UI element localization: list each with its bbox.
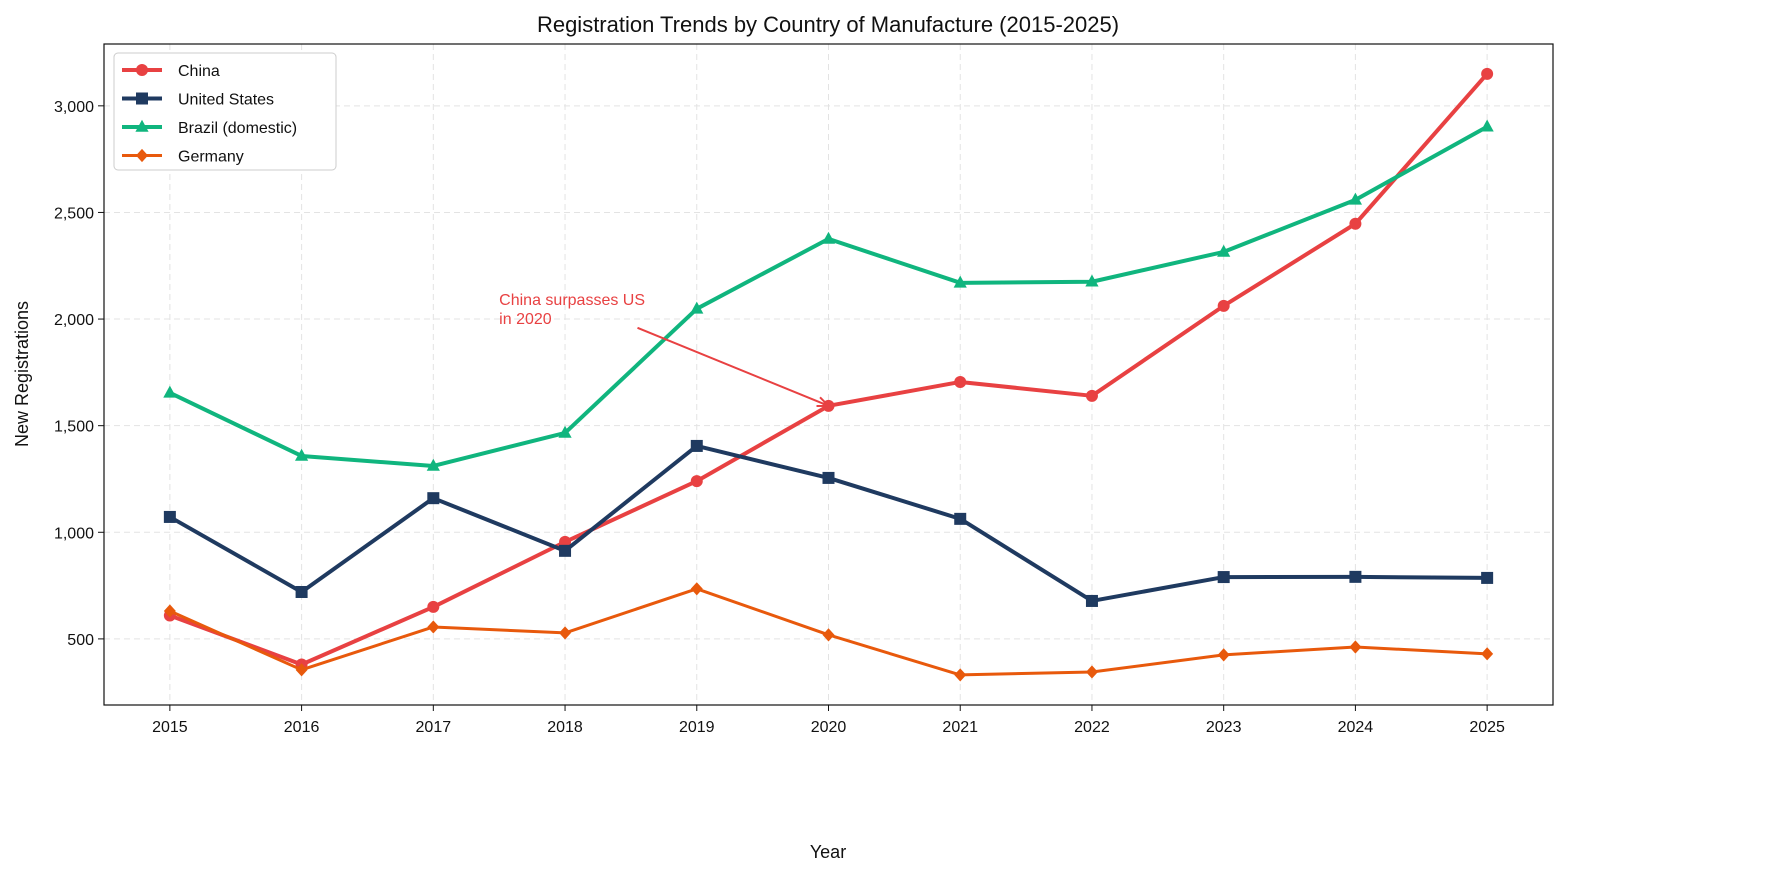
- data-point-triangle: [953, 275, 967, 288]
- x-tick-label: 2022: [1074, 719, 1110, 736]
- x-tick-label: 2019: [679, 719, 715, 736]
- annotation-text: in 2020: [499, 311, 552, 328]
- data-point-diamond: [822, 628, 835, 642]
- y-tick-label: 1,000: [54, 525, 94, 542]
- data-point-triangle: [163, 385, 177, 398]
- series-germany: [163, 582, 1494, 682]
- data-point-triangle: [1217, 244, 1231, 257]
- legend-label: Brazil (domestic): [178, 120, 297, 137]
- x-tick-label: 2021: [942, 719, 978, 736]
- data-point-square: [559, 544, 572, 557]
- data-point-triangle: [690, 301, 704, 314]
- y-axis-label: New Registrations: [12, 301, 32, 447]
- x-tick-label: 2025: [1469, 719, 1505, 736]
- legend-item: Germany: [122, 149, 244, 166]
- data-point-triangle: [1085, 274, 1099, 287]
- data-point-square: [163, 510, 176, 523]
- x-axis-label: Year: [810, 842, 846, 862]
- legend-box: [113, 52, 337, 171]
- grid: [104, 44, 1553, 705]
- data-point-diamond: [690, 582, 703, 596]
- data-point-square: [136, 92, 148, 105]
- y-tick-label: 3,000: [54, 99, 94, 116]
- data-point-diamond: [1481, 647, 1494, 661]
- data-point-square: [1217, 571, 1230, 584]
- data-point-diamond: [559, 626, 572, 640]
- data-point-diamond: [1085, 665, 1098, 679]
- data-point-square: [1481, 571, 1494, 584]
- data-point-square: [822, 471, 835, 484]
- data-point-square: [427, 492, 440, 505]
- annotation-text: China surpasses US: [499, 292, 645, 309]
- legend-item: United States: [122, 92, 274, 109]
- data-point-triangle: [1348, 192, 1363, 205]
- data-point-square: [954, 512, 967, 525]
- y-tick-label: 1,500: [54, 419, 94, 436]
- legend-item: China: [122, 63, 220, 80]
- data-point-square: [295, 585, 308, 598]
- data-point-circle: [1349, 217, 1362, 230]
- data-point-circle: [690, 475, 703, 488]
- data-point-diamond: [1349, 640, 1362, 654]
- axes: 2015 2016 2017 2018 2019 2020 2021 2022 2023 2024…: [54, 43, 1554, 736]
- x-tick-label: 2023: [1206, 719, 1242, 736]
- data-point-square: [690, 439, 703, 452]
- data-point-triangle: [558, 425, 572, 438]
- legend-label: Germany: [178, 149, 244, 166]
- data-point-square: [1085, 594, 1098, 607]
- x-tick-label: 2015: [152, 719, 188, 736]
- x-tick-label: 2020: [811, 719, 847, 736]
- data-point-diamond: [163, 604, 176, 618]
- data-point-diamond: [427, 620, 440, 634]
- annotation: China surpasses US in 2020: [499, 292, 831, 407]
- data-point-diamond: [1217, 648, 1230, 662]
- data-point-triangle: [426, 458, 440, 471]
- data-point-diamond: [136, 148, 148, 163]
- data-point-circle: [136, 64, 148, 76]
- data-point-circle: [1217, 299, 1230, 312]
- series-united-states: [163, 439, 1494, 607]
- legend-label: China: [178, 63, 220, 80]
- data-point-circle: [427, 600, 440, 613]
- legend-label: United States: [178, 92, 274, 109]
- x-tick-label: 2017: [416, 719, 452, 736]
- arrow-head: [816, 396, 831, 407]
- series-layer: [163, 67, 1494, 682]
- plot-frame: [103, 43, 1554, 706]
- legend-item: Brazil (domestic): [122, 119, 297, 137]
- data-point-triangle: [1480, 119, 1494, 132]
- x-tick-label: 2024: [1338, 719, 1374, 736]
- data-point-square: [1349, 570, 1362, 583]
- y-tick-label: 500: [67, 632, 94, 649]
- series-brazil-domestic-: [163, 119, 1494, 471]
- data-point-triangle: [294, 448, 309, 461]
- y-tick-label: 2,500: [54, 205, 94, 222]
- data-point-circle: [954, 375, 967, 388]
- data-point-triangle: [821, 231, 836, 244]
- annotation-arrow: [637, 326, 829, 407]
- data-point-diamond: [295, 663, 308, 677]
- data-point-diamond: [954, 668, 967, 682]
- chart-title: Registration Trends by Country of Manufa…: [537, 12, 1119, 37]
- data-point-circle: [1085, 389, 1098, 402]
- x-tick-label: 2018: [547, 719, 583, 736]
- x-tick-label: 2016: [284, 719, 320, 736]
- data-point-circle: [1481, 67, 1494, 80]
- y-tick-label: 2,000: [54, 312, 94, 329]
- data-point-triangle: [135, 119, 149, 132]
- legend: China United States Brazil (domestic) Germa…: [113, 52, 337, 171]
